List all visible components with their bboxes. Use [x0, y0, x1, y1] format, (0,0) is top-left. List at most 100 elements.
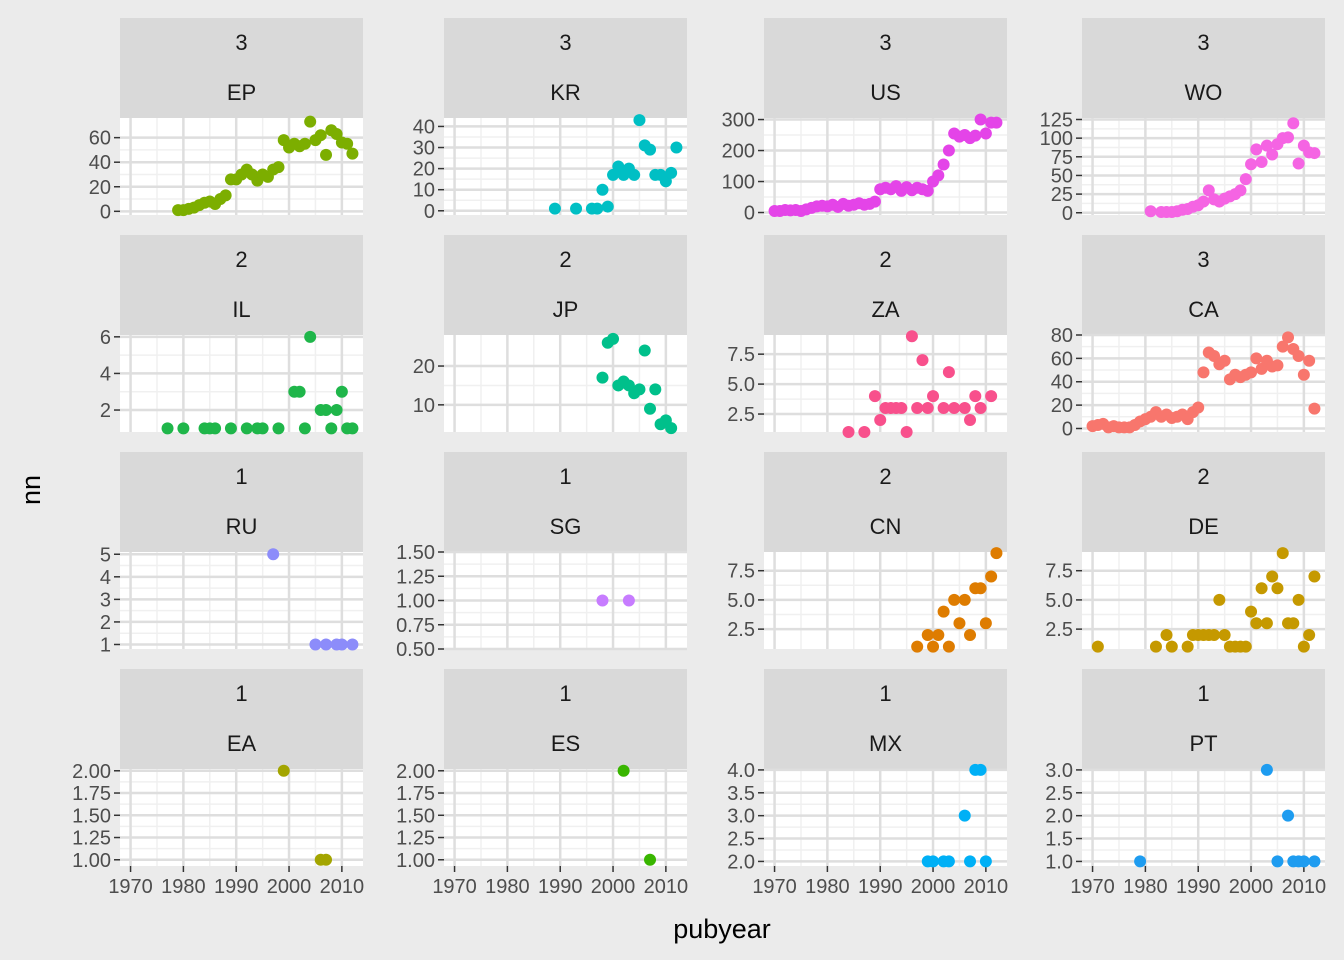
y-tick-label: 0	[1062, 203, 1073, 225]
facet-strip-top-label: 2	[1197, 464, 1209, 489]
panel-background	[120, 769, 363, 866]
data-point	[842, 426, 855, 438]
data-point	[277, 764, 290, 777]
facet-strip-top-label: 2	[235, 247, 247, 272]
data-point	[1091, 640, 1104, 653]
data-point	[1276, 547, 1289, 560]
data-point	[320, 853, 333, 866]
data-point	[990, 547, 1003, 560]
data-point	[942, 144, 955, 157]
y-tick-label: 10	[413, 395, 435, 417]
data-point	[596, 183, 609, 196]
data-point	[900, 426, 913, 438]
data-point	[346, 422, 359, 435]
y-tick-label: 6	[100, 327, 111, 349]
y-tick-label: 50	[1051, 165, 1073, 187]
x-tick-label: 2010	[1282, 876, 1327, 898]
x-tick-label: 1990	[858, 876, 903, 898]
data-point	[320, 404, 333, 417]
data-point	[607, 332, 620, 345]
facet-panels: 3EP02040603KR0102030403US01002003003WO02…	[72, 18, 1326, 898]
facet-strip-bottom-label: SG	[550, 514, 582, 539]
facet-strip	[444, 452, 687, 552]
data-point	[638, 344, 651, 357]
x-tick-label: 1980	[161, 876, 206, 898]
data-point	[927, 390, 940, 403]
data-point	[1202, 184, 1215, 197]
y-tick-label: 0.50	[396, 639, 435, 661]
data-point	[320, 148, 333, 161]
data-point	[969, 129, 982, 142]
data-point	[1250, 143, 1263, 156]
y-tick-label: 10	[413, 180, 435, 202]
data-point	[293, 385, 306, 398]
data-point	[1287, 117, 1300, 130]
facet-strip-top-label: 1	[559, 681, 571, 706]
data-point	[1218, 354, 1231, 367]
panel-background	[120, 335, 363, 432]
facet-strip-bottom-label: RU	[226, 514, 258, 539]
data-point	[1134, 855, 1147, 868]
data-point	[1303, 354, 1316, 367]
facet-strip-top-label: 3	[1197, 247, 1209, 272]
y-tick-label: 300	[722, 110, 755, 132]
facet-strip	[1082, 235, 1325, 335]
data-point	[335, 385, 348, 398]
data-point	[1255, 582, 1268, 595]
data-point	[346, 638, 359, 651]
data-point	[942, 855, 955, 868]
data-point	[325, 422, 338, 435]
facet-strip	[764, 235, 1007, 335]
y-tick-label: 60	[89, 128, 111, 150]
x-tick-label: 1980	[805, 876, 850, 898]
facet-strip-top-label: 2	[879, 464, 891, 489]
y-tick-label: 200	[722, 141, 755, 163]
facet-strip-top-label: 3	[1197, 30, 1209, 55]
data-point	[649, 383, 662, 396]
x-tick-label: 1970	[432, 876, 477, 898]
facet-strip-top-label: 3	[879, 30, 891, 55]
y-tick-label: 2	[100, 400, 111, 422]
data-point	[1260, 617, 1273, 630]
data-point	[272, 422, 285, 435]
y-tick-label: 1.00	[396, 850, 435, 872]
facet-strip	[1082, 669, 1325, 769]
x-tick-label: 2000	[911, 876, 956, 898]
data-point	[958, 402, 971, 415]
data-point	[1308, 855, 1321, 868]
facet-strip	[764, 669, 1007, 769]
data-point	[985, 570, 998, 583]
data-point	[937, 605, 950, 618]
facet-strip	[120, 18, 363, 118]
data-point	[1282, 331, 1295, 344]
facet-strip-bottom-label: PT	[1189, 731, 1217, 756]
data-point	[927, 640, 940, 653]
y-tick-label: 1.25	[396, 566, 435, 588]
data-point	[1260, 139, 1273, 152]
y-tick-label: 20	[1051, 395, 1073, 417]
y-tick-label: 60	[1051, 348, 1073, 370]
y-tick-label: 20	[413, 356, 435, 378]
data-point	[911, 640, 924, 653]
y-tick-label: 40	[413, 116, 435, 138]
facet-strip-bottom-label: WO	[1185, 80, 1223, 105]
x-tick-label: 1970	[108, 876, 153, 898]
data-point	[622, 594, 635, 607]
y-tick-label: 4	[100, 363, 111, 385]
y-tick-label: 2.00	[396, 761, 435, 783]
data-point	[298, 422, 311, 435]
data-point	[921, 184, 934, 197]
data-point	[1160, 628, 1173, 641]
y-tick-label: 1.5	[1045, 829, 1073, 851]
data-point	[964, 628, 977, 641]
y-tick-label: 100	[1040, 128, 1073, 150]
y-tick-label: 125	[1040, 109, 1073, 131]
data-point	[969, 390, 982, 403]
y-tick-label: 0	[1062, 418, 1073, 440]
facet-strip-bottom-label: CN	[870, 514, 902, 539]
y-tick-label: 4.0	[727, 760, 755, 782]
data-point	[633, 114, 646, 127]
facet-strip	[444, 18, 687, 118]
x-axis-title: pubyear	[673, 914, 771, 944]
data-point	[1181, 640, 1194, 653]
